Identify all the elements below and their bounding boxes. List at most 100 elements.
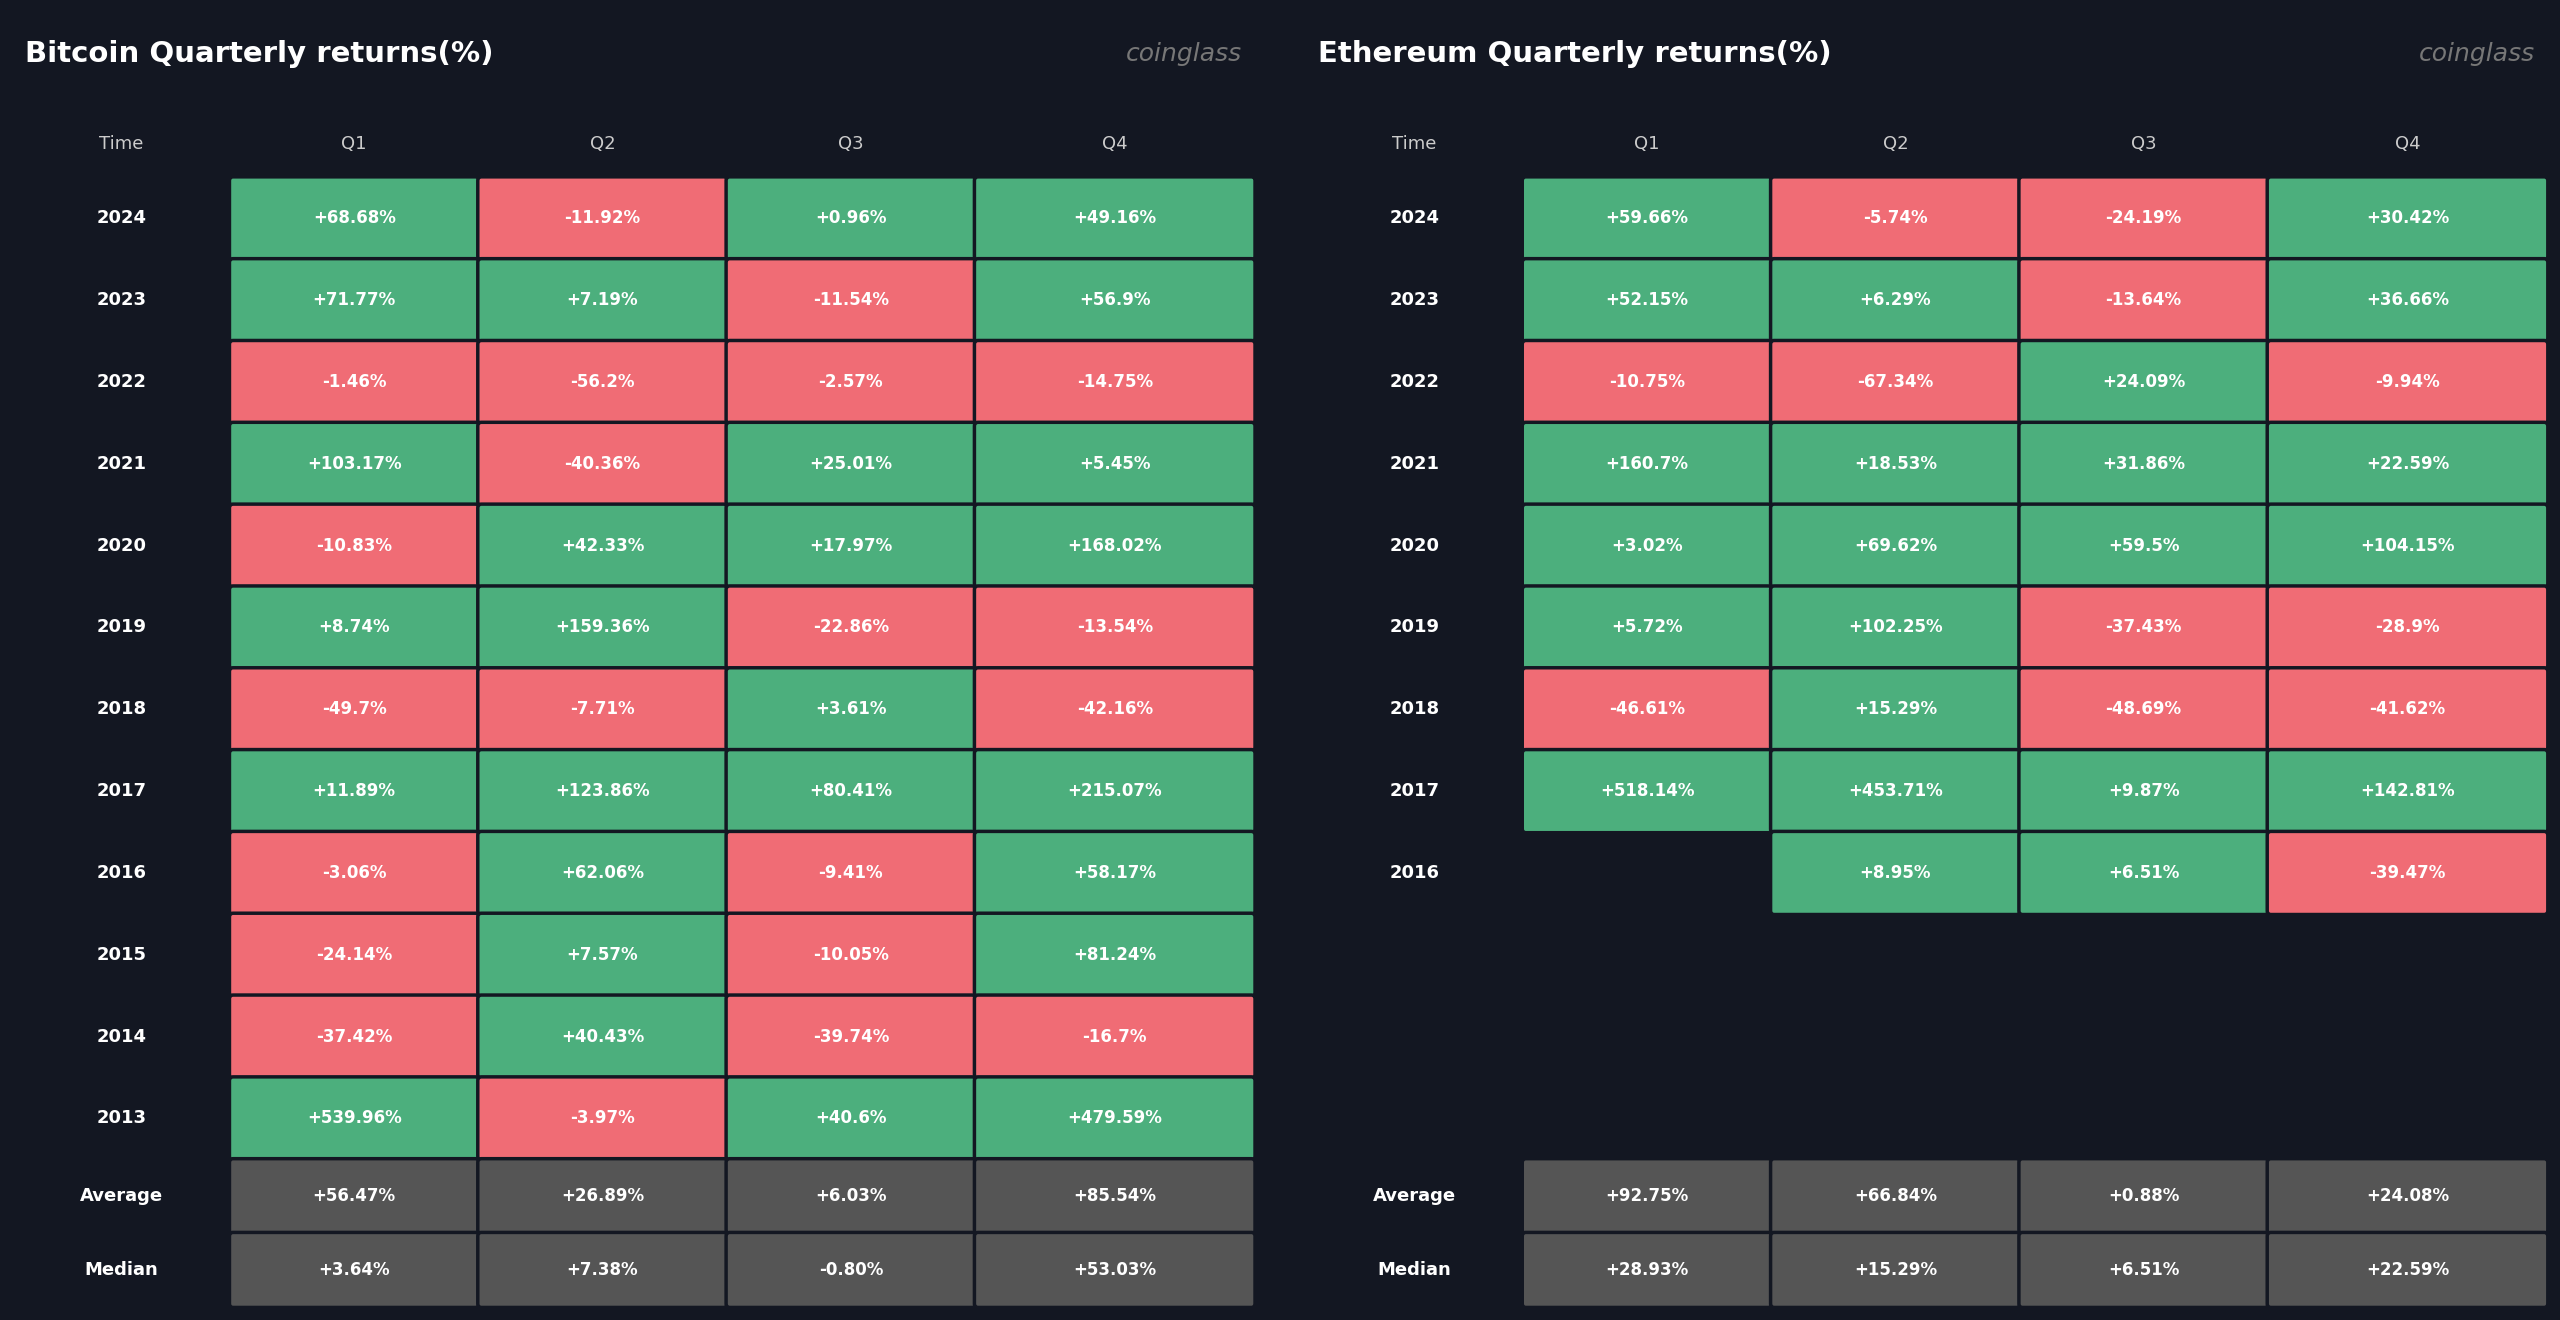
Text: -39.47%: -39.47% [2371, 865, 2445, 882]
FancyBboxPatch shape [1523, 1159, 1772, 1234]
Text: +68.68%: +68.68% [312, 210, 397, 227]
Text: +9.87%: +9.87% [2107, 783, 2179, 800]
FancyBboxPatch shape [1772, 341, 2020, 424]
FancyBboxPatch shape [479, 422, 727, 506]
FancyBboxPatch shape [479, 913, 727, 997]
Text: 2022: 2022 [97, 374, 146, 391]
Text: -1.46%: -1.46% [323, 374, 387, 391]
FancyBboxPatch shape [230, 177, 479, 260]
FancyBboxPatch shape [1772, 586, 2020, 669]
Text: +104.15%: +104.15% [2360, 537, 2455, 554]
FancyBboxPatch shape [2268, 586, 2547, 669]
FancyBboxPatch shape [2020, 1159, 2268, 1234]
FancyBboxPatch shape [2020, 504, 2268, 587]
Text: -24.14%: -24.14% [315, 945, 392, 964]
FancyBboxPatch shape [727, 341, 975, 424]
Text: +66.84%: +66.84% [1853, 1187, 1938, 1205]
Text: Q2: Q2 [589, 135, 614, 153]
FancyBboxPatch shape [975, 504, 1254, 587]
FancyBboxPatch shape [727, 422, 975, 506]
Text: -0.80%: -0.80% [819, 1261, 883, 1279]
Text: 2020: 2020 [97, 537, 146, 554]
Text: +49.16%: +49.16% [1073, 210, 1157, 227]
FancyBboxPatch shape [479, 504, 727, 587]
Text: +8.95%: +8.95% [1859, 865, 1930, 882]
FancyBboxPatch shape [2268, 177, 2547, 260]
FancyBboxPatch shape [479, 668, 727, 751]
Text: +28.93%: +28.93% [1605, 1261, 1690, 1279]
Text: +17.97%: +17.97% [809, 537, 893, 554]
Text: +3.64%: +3.64% [317, 1261, 389, 1279]
Text: +539.96%: +539.96% [307, 1109, 402, 1127]
Text: Time: Time [1393, 135, 1436, 153]
FancyBboxPatch shape [2020, 1233, 2268, 1307]
FancyBboxPatch shape [2268, 750, 2547, 833]
Text: 2020: 2020 [1390, 537, 1439, 554]
FancyBboxPatch shape [479, 1233, 727, 1307]
Text: +85.54%: +85.54% [1073, 1187, 1157, 1205]
FancyBboxPatch shape [2268, 259, 2547, 342]
FancyBboxPatch shape [1523, 504, 1772, 587]
Text: -3.06%: -3.06% [323, 865, 387, 882]
Text: +479.59%: +479.59% [1068, 1109, 1162, 1127]
Text: +22.59%: +22.59% [2365, 455, 2450, 473]
FancyBboxPatch shape [727, 995, 975, 1078]
Text: +8.74%: +8.74% [317, 619, 389, 636]
FancyBboxPatch shape [479, 259, 727, 342]
FancyBboxPatch shape [975, 259, 1254, 342]
Text: 2023: 2023 [1390, 292, 1439, 309]
Text: Q1: Q1 [340, 135, 366, 153]
Text: Q2: Q2 [1882, 135, 1907, 153]
Text: -56.2%: -56.2% [571, 374, 635, 391]
Text: 2021: 2021 [97, 455, 146, 473]
Text: -2.57%: -2.57% [819, 374, 883, 391]
FancyBboxPatch shape [2268, 422, 2547, 506]
FancyBboxPatch shape [727, 913, 975, 997]
FancyBboxPatch shape [727, 504, 975, 587]
Text: +62.06%: +62.06% [561, 865, 645, 882]
FancyBboxPatch shape [230, 832, 479, 915]
Text: -28.9%: -28.9% [2376, 619, 2440, 636]
Text: +11.89%: +11.89% [312, 783, 397, 800]
FancyBboxPatch shape [230, 1159, 479, 1234]
Text: +123.86%: +123.86% [556, 783, 650, 800]
FancyBboxPatch shape [2268, 341, 2547, 424]
Text: -41.62%: -41.62% [2371, 701, 2445, 718]
Text: +159.36%: +159.36% [556, 619, 650, 636]
Text: +71.77%: +71.77% [312, 292, 397, 309]
Text: +15.29%: +15.29% [1853, 701, 1938, 718]
FancyBboxPatch shape [727, 177, 975, 260]
FancyBboxPatch shape [2020, 259, 2268, 342]
Text: -11.92%: -11.92% [566, 210, 640, 227]
FancyBboxPatch shape [230, 995, 479, 1078]
FancyBboxPatch shape [1772, 1159, 2020, 1234]
Text: +24.09%: +24.09% [2102, 374, 2186, 391]
Text: +6.51%: +6.51% [2107, 865, 2179, 882]
FancyBboxPatch shape [479, 832, 727, 915]
Text: +160.7%: +160.7% [1605, 455, 1690, 473]
Text: +142.81%: +142.81% [2360, 783, 2455, 800]
Text: -22.86%: -22.86% [814, 619, 888, 636]
Text: Q3: Q3 [2130, 135, 2156, 153]
FancyBboxPatch shape [2268, 832, 2547, 915]
FancyBboxPatch shape [230, 259, 479, 342]
FancyBboxPatch shape [1772, 177, 2020, 260]
FancyBboxPatch shape [2020, 422, 2268, 506]
Text: +81.24%: +81.24% [1073, 945, 1157, 964]
Text: 2018: 2018 [97, 701, 146, 718]
Text: 2017: 2017 [97, 783, 146, 800]
Text: +31.86%: +31.86% [2102, 455, 2186, 473]
Text: -42.16%: -42.16% [1078, 701, 1152, 718]
Text: Average: Average [1372, 1187, 1457, 1205]
Text: Median: Median [84, 1261, 159, 1279]
Text: +53.03%: +53.03% [1073, 1261, 1157, 1279]
Text: -10.05%: -10.05% [814, 945, 888, 964]
Text: -7.71%: -7.71% [571, 701, 635, 718]
Text: +6.29%: +6.29% [1859, 292, 1930, 309]
FancyBboxPatch shape [1523, 750, 1772, 833]
FancyBboxPatch shape [1523, 586, 1772, 669]
Text: +56.9%: +56.9% [1078, 292, 1149, 309]
Text: +40.43%: +40.43% [561, 1027, 645, 1045]
FancyBboxPatch shape [230, 913, 479, 997]
FancyBboxPatch shape [727, 259, 975, 342]
